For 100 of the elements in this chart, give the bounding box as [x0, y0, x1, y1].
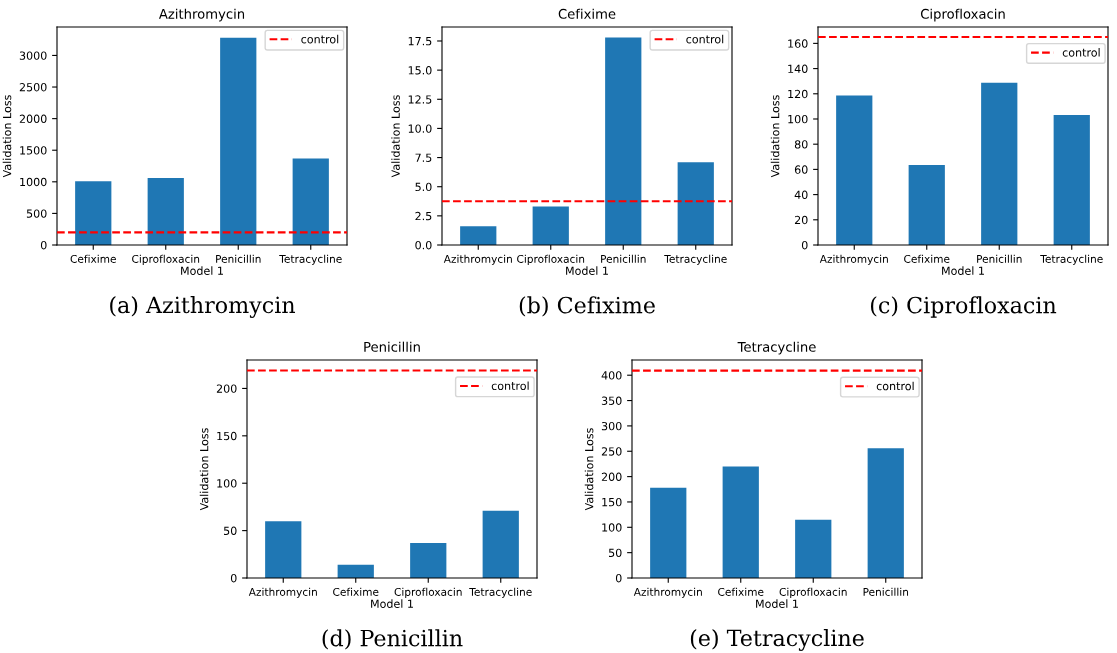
y-tick-label: 200 — [216, 384, 237, 393]
bar — [722, 466, 759, 578]
chart-title: Cefixime — [558, 8, 616, 19]
y-tick-label: 17.5 — [408, 37, 432, 46]
bar — [650, 487, 687, 578]
text: (b) Cefixime — [519, 296, 655, 317]
text: (c) Ciprofloxacin — [870, 296, 1057, 318]
text: (a) Azithromycin — [110, 296, 296, 318]
y-tick-label: 80 — [794, 140, 808, 149]
chart-title: Penicillin — [364, 341, 420, 352]
x-tick-label: Tetracycline — [469, 587, 532, 598]
y-tick-label: 2.5 — [415, 211, 432, 221]
bar — [410, 542, 447, 578]
y-tick-label: 15.0 — [408, 66, 432, 75]
bar — [867, 448, 904, 578]
x-axis-title: Model 1 — [566, 266, 608, 275]
y-tick-label: 0.0 — [415, 240, 432, 250]
bar — [220, 37, 257, 245]
y-axis-title: Validation Loss — [199, 428, 209, 511]
x-tick-label: Cefixime — [333, 587, 379, 596]
y-tick-label: 100 — [788, 114, 808, 124]
x-tick-label: Cefixime — [70, 254, 116, 263]
y-tick-label: 10.0 — [408, 124, 432, 133]
y-axis-title: Validation Loss — [770, 95, 780, 178]
y-tick-label: 5.0 — [415, 182, 432, 192]
y-tick-label: 50 — [609, 548, 622, 558]
x-axis-title: Model 1 — [371, 599, 413, 608]
x-tick-label: Azithromycin — [248, 587, 317, 598]
x-tick-label: Cefixime — [718, 587, 764, 596]
y-tick-label: 0 — [230, 573, 237, 583]
bar — [795, 519, 832, 578]
bar — [460, 226, 497, 245]
y-tick-label: 150 — [217, 431, 237, 441]
x-tick-label: Azithromycin — [443, 254, 512, 265]
y-tick-label: 350 — [601, 396, 622, 405]
x-tick-label: Ciprofloxacin — [132, 254, 200, 265]
bar — [265, 521, 302, 578]
y-tick-label: 7.5 — [415, 153, 432, 162]
y-tick-label: 200 — [601, 472, 622, 481]
x-tick-label: Penicillin — [601, 254, 646, 263]
y-tick-label: 120 — [788, 89, 808, 99]
x-tick-label: Penicillin — [216, 254, 261, 263]
y-tick-label: 100 — [217, 479, 237, 488]
bar — [147, 178, 184, 245]
bar — [981, 82, 1018, 245]
text: (e) Tetracycline — [690, 629, 864, 651]
bar — [677, 162, 714, 245]
x-tick-label: Azithromycin — [819, 254, 888, 265]
x-tick-label: Cefixime — [904, 254, 950, 263]
y-tick-label: 60 — [794, 165, 808, 174]
x-tick-label: Penicillin — [863, 587, 909, 596]
bar — [908, 164, 945, 245]
bar — [337, 564, 374, 578]
x-tick-label: Penicillin — [977, 254, 1022, 263]
bar — [532, 206, 569, 245]
y-tick-label: 2500 — [19, 83, 47, 92]
y-tick-label: 12.5 — [408, 95, 432, 104]
y-tick-label: 0 — [615, 573, 622, 583]
bar — [1053, 114, 1090, 245]
x-tick-label: Tetracycline — [664, 254, 727, 265]
y-tick-label: 1500 — [20, 146, 47, 155]
y-tick-label: 2000 — [19, 114, 47, 123]
bar — [836, 95, 873, 245]
y-tick-label: 3000 — [19, 51, 47, 60]
y-tick-label: 140 — [788, 64, 808, 73]
y-tick-label: 0 — [40, 240, 47, 250]
x-tick-label: Ciprofloxacin — [779, 587, 847, 598]
legend-label: control — [301, 34, 339, 44]
y-axis-title: Validation Loss — [2, 95, 12, 178]
legend-label: control — [491, 381, 529, 391]
chart-title: Azithromycin — [158, 8, 245, 22]
y-tick-label: 1000 — [20, 177, 47, 187]
text: (d) Penicillin — [322, 629, 463, 650]
x-tick-label: Tetracycline — [279, 254, 342, 265]
legend-label: control — [1062, 48, 1100, 57]
y-tick-label: 150 — [602, 497, 622, 507]
y-tick-label: 40 — [794, 190, 808, 199]
x-tick-label: Ciprofloxacin — [517, 254, 585, 265]
y-tick-label: 20 — [794, 215, 808, 225]
x-axis-title: Model 1 — [942, 266, 984, 275]
x-tick-label: Tetracycline — [1040, 254, 1103, 265]
y-tick-label: 100 — [602, 523, 622, 532]
y-axis-title: Validation Loss — [391, 95, 400, 178]
y-tick-label: 250 — [601, 447, 622, 456]
chart-title: Ciprofloxacin — [920, 8, 1005, 22]
x-axis-title: Model 1 — [181, 266, 223, 275]
y-tick-label: 0 — [801, 240, 808, 250]
legend-label: control — [876, 381, 914, 391]
bar — [605, 37, 642, 245]
bar — [292, 158, 329, 245]
legend-label: control — [686, 34, 724, 44]
y-tick-label: 500 — [26, 209, 47, 218]
x-tick-label: Azithromycin — [633, 587, 702, 598]
y-tick-label: 50 — [224, 526, 237, 535]
y-tick-label: 300 — [601, 421, 622, 431]
x-tick-label: Ciprofloxacin — [394, 587, 462, 598]
bar — [75, 181, 112, 245]
bar — [482, 510, 519, 578]
x-axis-title: Model 1 — [756, 599, 798, 608]
chart-title: Tetracycline — [737, 341, 816, 355]
